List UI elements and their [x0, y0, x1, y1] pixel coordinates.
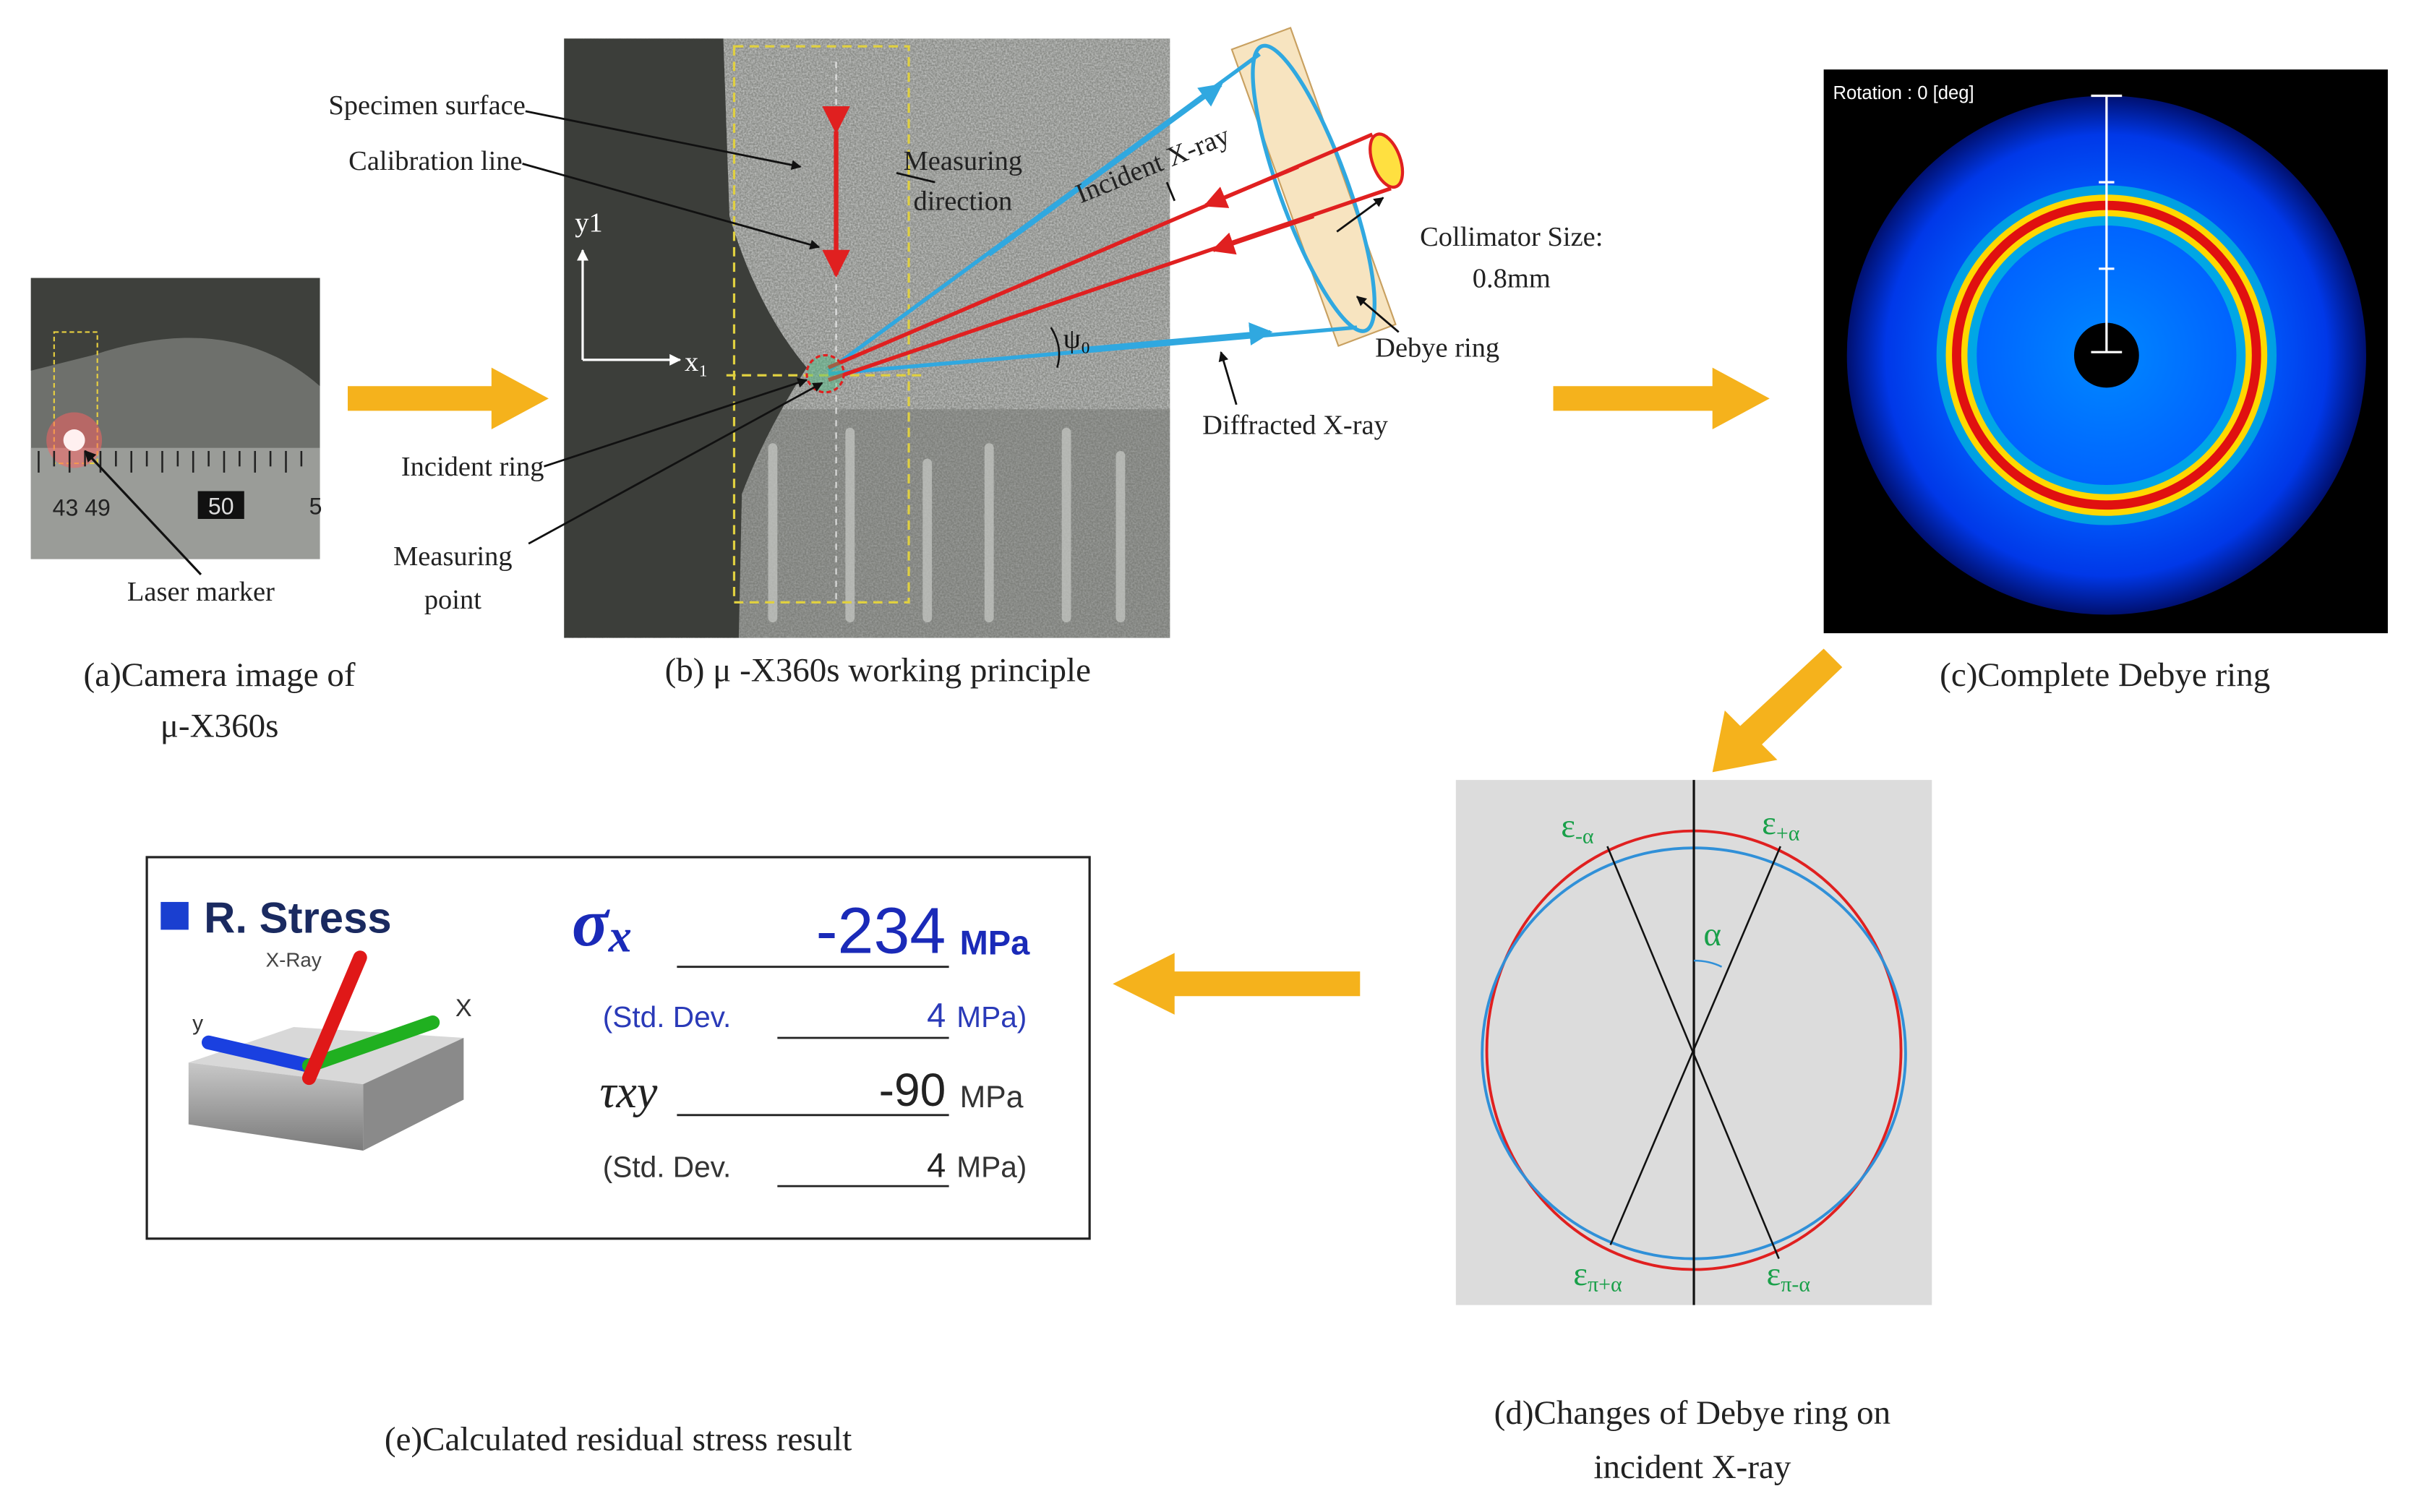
- panel-e: R. Stress X-Ray y X σx -234 MPa (Std. De…: [145, 856, 1091, 1459]
- caption: (c)Complete Debye ring: [1940, 656, 2270, 694]
- label: Measuring: [393, 541, 513, 572]
- label: Calibration line: [348, 146, 522, 176]
- image-shade: [30, 278, 320, 387]
- y-axis-bar: [201, 1035, 317, 1073]
- rotation-label: Rotation : 0 [deg]: [1833, 83, 1974, 103]
- axis-label: y1: [575, 208, 602, 239]
- strain-label: επ-α: [1767, 1255, 1810, 1297]
- axis-label: x₁: [685, 347, 708, 377]
- leader-lines: [522, 110, 1400, 545]
- xray-bar: [301, 950, 367, 1086]
- angle-arc: [1050, 327, 1061, 368]
- ruler-label-bg: [197, 491, 244, 519]
- caption: (a)Camera image of: [84, 656, 356, 694]
- std-dev-value: 4: [927, 996, 946, 1034]
- label: Measuring: [904, 146, 1023, 176]
- label: Collimator Size:: [1420, 222, 1603, 252]
- label: point: [424, 585, 481, 615]
- arrow: [348, 367, 549, 430]
- label: Diffracted X-ray: [1202, 410, 1389, 440]
- flow-arrows: [348, 367, 1843, 1015]
- panel-b: y1 x₁ ψ₀: [328, 27, 1603, 689]
- panel-c: Rotation : 0 [deg] (c)Complete Debye rin…: [1823, 69, 2388, 694]
- diffracted-ray-arrow: [988, 83, 1223, 257]
- label: direction: [913, 186, 1012, 217]
- incident-ray-arrow: [1211, 214, 1315, 255]
- calibration-box: [732, 45, 910, 603]
- diffracted-ray-arrow: [1082, 322, 1273, 351]
- weld-streaks: [768, 427, 1126, 623]
- strain-label: ε+α: [1762, 804, 1799, 846]
- detector-plate: [1230, 27, 1397, 348]
- icon-label: y: [192, 1011, 203, 1035]
- leader-line: [84, 450, 202, 576]
- weld-area: [726, 409, 1170, 638]
- icon-label: X: [455, 995, 472, 1022]
- incident-ring: [805, 353, 845, 394]
- underlines: [677, 966, 949, 1187]
- x-axis-bar: [301, 1015, 440, 1073]
- arrow: [1113, 953, 1361, 1015]
- strain-label: ε-α: [1561, 807, 1593, 849]
- caption: (b) μ -X360s working principle: [665, 651, 1091, 689]
- diagonal: [1609, 846, 1781, 1245]
- icon-label: X-Ray: [266, 949, 322, 971]
- angle-arc: [1694, 959, 1723, 968]
- ruler-label: 43 49: [53, 495, 111, 521]
- caption: incident X-ray: [1593, 1448, 1791, 1486]
- tau-value: -90: [879, 1064, 946, 1116]
- label: Specimen surface: [328, 90, 525, 121]
- unit: MPa: [960, 1080, 1024, 1114]
- sigma-value: -234: [816, 895, 946, 967]
- collimator: [1369, 132, 1405, 189]
- arrow: [1553, 367, 1770, 430]
- beam-stop: [2073, 322, 2139, 388]
- block-front: [188, 1062, 364, 1151]
- caption: (e)Calculated residual stress result: [385, 1421, 852, 1459]
- strain-label: επ+α: [1573, 1255, 1622, 1297]
- unit: MPa: [960, 924, 1031, 962]
- arrow: [1712, 648, 1843, 773]
- angle-label: ψ₀: [1063, 324, 1091, 354]
- block-side: [363, 1037, 464, 1151]
- dark-region: [564, 38, 807, 638]
- laser-dot: [63, 429, 85, 451]
- caption: (d)Changes of Debye ring on: [1494, 1394, 1890, 1432]
- ruler-label: 5: [309, 494, 322, 520]
- label: 0.8mm: [1473, 263, 1551, 293]
- unit: MPa): [956, 1150, 1027, 1183]
- result-title: R. Stress: [204, 894, 391, 942]
- incident-ray-arrow: [1203, 165, 1299, 208]
- panel-d: α ε-α ε+α επ+α επ-α (d)Changes of Debye …: [1455, 780, 1932, 1486]
- angle-label: α: [1703, 916, 1721, 953]
- std-dev-value: 4: [927, 1146, 946, 1184]
- unit: MPa): [956, 1000, 1027, 1034]
- xrays: [827, 52, 1392, 382]
- label: Laser marker: [127, 577, 275, 607]
- caption: μ-X360s: [160, 707, 279, 744]
- title-icon: [160, 901, 189, 930]
- std-dev-label: (Std. Dev.: [603, 1150, 732, 1183]
- tau-symbol: τxy: [599, 1066, 657, 1117]
- debye-ring-ellipse: [1251, 43, 1377, 333]
- label: Incident ring: [401, 452, 544, 482]
- label: Debye ring: [1375, 333, 1499, 364]
- scale-bar: [2091, 94, 2123, 353]
- std-dev-label: (Std. Dev.: [603, 1000, 732, 1034]
- sigma-symbol: σx: [572, 885, 632, 962]
- ruler-label: 50: [208, 494, 234, 520]
- panel-a: 43 49 50 5 Laser marker (a)Camera image …: [30, 278, 356, 744]
